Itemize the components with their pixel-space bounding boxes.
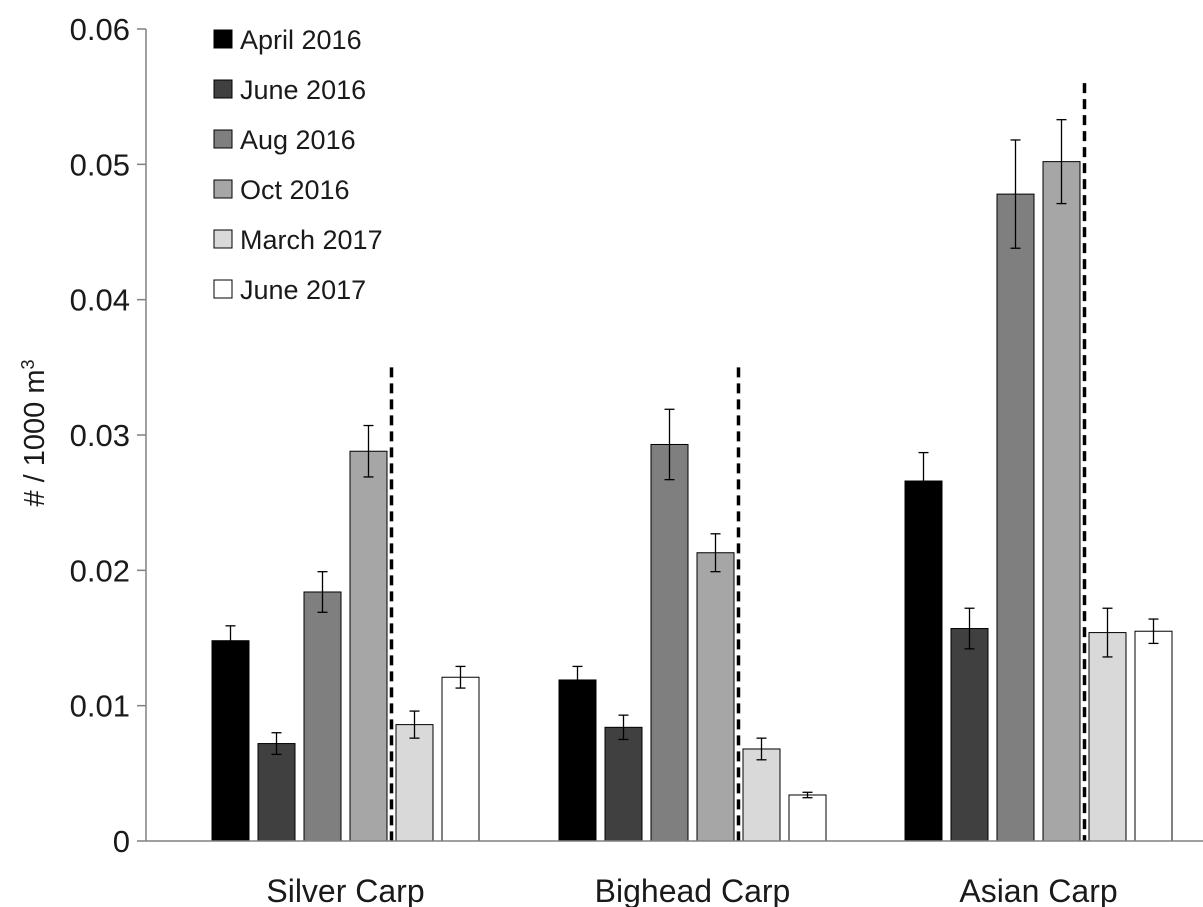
- legend-label: Aug 2016: [240, 125, 356, 155]
- y-axis-title-superscript: 3: [18, 359, 38, 369]
- bar: [1088, 632, 1127, 842]
- y-tick-label: 0.02: [70, 553, 130, 588]
- bar: [650, 443, 689, 842]
- y-tick-label: 0: [113, 824, 130, 859]
- legend-label: March 2017: [240, 225, 383, 255]
- y-axis-title: # / 1000 m3: [18, 359, 51, 506]
- bar: [788, 794, 827, 842]
- legend-swatch: [213, 129, 233, 149]
- legend-swatch: [213, 29, 233, 49]
- y-tick-label: 0.01: [70, 689, 130, 724]
- bar: [303, 591, 342, 842]
- bar: [604, 726, 643, 842]
- legend-label: April 2016: [240, 25, 362, 55]
- legend-swatch: [213, 279, 233, 299]
- bar: [395, 724, 434, 842]
- bar: [742, 748, 781, 842]
- legend-item: March 2017: [213, 225, 383, 255]
- legend-item: Oct 2016: [213, 175, 350, 205]
- legend-swatch: [213, 179, 233, 199]
- y-tick-label: 0.04: [70, 283, 130, 318]
- bar: [257, 743, 296, 842]
- legend-item: Aug 2016: [213, 125, 356, 155]
- y-tick-label: 0.06: [70, 12, 130, 47]
- bar: [1134, 630, 1173, 842]
- y-axis: 0 0.01 0.02 0.03 0.04 0.05 0.06: [70, 12, 147, 859]
- y-axis-title-text: # / 1000 m: [19, 369, 51, 506]
- y-tick-label: 0.05: [70, 147, 130, 182]
- x-category-label: Asian Carp: [959, 873, 1117, 907]
- legend-item: April 2016: [213, 25, 362, 55]
- bars: [211, 119, 1173, 842]
- legend-label: June 2016: [240, 75, 366, 105]
- legend: April 2016 June 2016 Aug 2016 Oct 2016 March…: [213, 25, 383, 305]
- dashed-dividers: [389, 83, 1087, 841]
- bar: [441, 676, 480, 842]
- legend-swatch: [213, 229, 233, 249]
- legend-item: June 2016: [213, 75, 366, 105]
- bar: [558, 679, 597, 842]
- x-category-label: Bighead Carp: [595, 873, 791, 907]
- bar: [349, 450, 388, 842]
- bar: [696, 552, 735, 842]
- bar: [211, 640, 250, 842]
- legend-item: June 2017: [213, 275, 366, 305]
- bar: [1042, 161, 1081, 842]
- bar: [904, 480, 943, 842]
- legend-swatch: [213, 79, 233, 99]
- x-axis: Silver Carp Bighead Carp Asian Carp: [146, 840, 1203, 907]
- x-category-label: Silver Carp: [266, 873, 424, 907]
- legend-label: Oct 2016: [240, 175, 350, 205]
- legend-label: June 2017: [240, 275, 366, 305]
- bar: [996, 193, 1035, 842]
- y-tick-label: 0.03: [70, 418, 130, 453]
- bar: [950, 628, 989, 842]
